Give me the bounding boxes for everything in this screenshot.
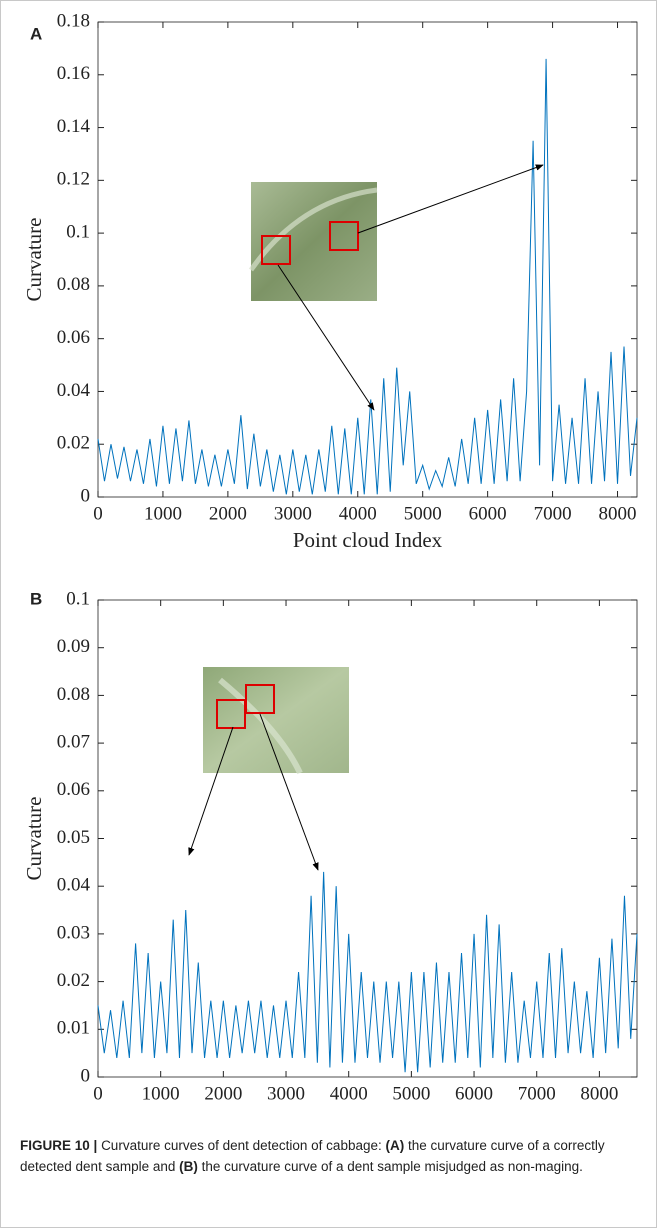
x-tick-label: 3000 [274,503,312,524]
y-tick-label: 0.04 [57,380,91,401]
panel-label: A [30,24,42,43]
x-axis-label: Point cloud Index [293,1108,443,1110]
y-tick-label: 0.08 [57,274,90,295]
plot-frame [97,599,638,1078]
x-tick-label: 5000 [404,503,442,524]
x-axis-label: Point cloud Index [293,528,443,552]
x-tick-label: 4000 [339,503,377,524]
y-tick-label: 0.07 [57,731,90,752]
plot: 0 0.01 0.02 0.03 0.04 0.05 0.06 0.07 0.08 0.09 0.1… [22,588,638,1110]
y-tick-label: 0.03 [57,922,90,943]
y-tick-label: 0.1 [66,221,90,242]
caption: FIGURE 10 | Curvature curves of dent det… [20,1135,635,1177]
y-tick-label: 0.09 [57,636,90,657]
x-tick-label: 4000 [330,1083,368,1104]
inset-b [188,667,349,871]
figure-label: FIGURE 10 | [20,1138,98,1153]
y-tick-label: 0 [81,485,91,506]
caption-ref: (A) [385,1138,405,1153]
x-tick-label: 8000 [599,503,637,524]
y-tick-label: 0.14 [57,116,91,137]
panel-label: B [30,589,42,608]
x-tick-label: 0 [93,1083,103,1104]
x-tick-label: 2000 [209,503,247,524]
caption-text: the curvature curve of a correctly detec… [20,1138,605,1174]
x-tick-label: 7000 [518,1083,556,1104]
y-axis-label: Curvature [22,218,46,302]
x-tick-label: 0 [93,503,103,524]
x-tick-label: 6000 [469,503,507,524]
x-tick-label: 2000 [204,1083,242,1104]
chart: 0 0.01 0.02 0.03 0.04 0.05 0.06 0.07 0.08 0.09 0.1… [22,10,638,1110]
x-tick-label: 6000 [455,1083,493,1104]
x-tick-label: 5000 [392,1083,430,1104]
x-tick-label: 1000 [142,1083,180,1104]
y-tick-label: 0.05 [57,827,90,848]
y-tick-label: 0 [81,1065,91,1086]
y-tick-label: 0.02 [57,433,90,454]
y-axis-label: Curvature [22,797,46,881]
caption-text: Curvature curves of dent detection of ca… [101,1138,382,1153]
caption-ref: (B) [179,1159,198,1174]
inset-a [248,164,544,411]
y-tick-label: 0.12 [57,169,90,190]
y-tick-label: 0.18 [57,10,90,31]
x-tick-label: 7000 [534,503,572,524]
y-tick-label: 0.1 [66,588,90,609]
x-tick-label: 8000 [580,1083,618,1104]
y-tick-label: 0.06 [57,327,90,348]
y-tick-label: 0.16 [57,63,90,84]
y-tick-label: 0.04 [57,875,91,896]
caption-text: the curvature curve of a dent sample mis… [201,1159,583,1174]
x-tick-label: 1000 [144,503,182,524]
x-tick-label: 3000 [267,1083,305,1104]
y-tick-label: 0.02 [57,970,90,991]
data-line [97,871,638,1073]
y-tick-label: 0.08 [57,684,90,705]
data-line [97,58,638,495]
y-tick-label: 0.01 [57,1018,90,1039]
y-tick-label: 0.06 [57,779,90,800]
